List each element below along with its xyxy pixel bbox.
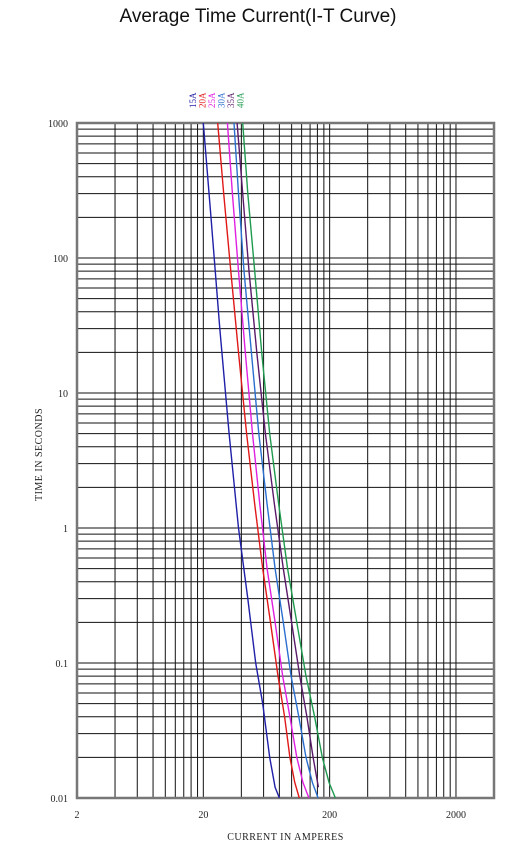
y-axis-label: TIME IN SECONDS — [34, 408, 45, 501]
series-label-25A: 25A — [207, 92, 217, 108]
series-label-35A: 35A — [226, 92, 236, 108]
series-line-25A — [226, 122, 310, 799]
series-label-40A: 40A — [236, 92, 246, 108]
y-tick-label: 10 — [58, 389, 68, 400]
y-tick-label: 1000 — [48, 119, 68, 130]
series-label-30A: 30A — [217, 92, 227, 108]
x-tick-label: 2 — [75, 810, 80, 821]
series-label-15A: 15A — [188, 92, 198, 108]
y-tick-label: 100 — [53, 254, 68, 265]
x-axis-label: CURRENT IN AMPERES — [227, 832, 344, 843]
series-label-20A: 20A — [198, 92, 208, 108]
series-line-40A — [242, 122, 337, 799]
series-labels: 15A 20A 25A 30A 35A 40A — [188, 92, 246, 108]
x-tick-label: 20 — [198, 810, 208, 821]
y-tick-label: 0.1 — [56, 659, 69, 670]
x-tick-label: 2000 — [446, 810, 466, 821]
y-tick-label: 1 — [63, 524, 68, 535]
series-line-35A — [236, 122, 320, 788]
x-tick-label: 200 — [322, 810, 337, 821]
series-line-15A — [202, 122, 281, 799]
series-group — [202, 122, 337, 799]
series-line-30A — [233, 122, 319, 799]
x-tick-labels: 2 20 200 2000 — [75, 810, 466, 821]
y-tick-label: 0.01 — [51, 794, 69, 805]
plot-frame — [75, 121, 496, 800]
grid-lines — [76, 122, 495, 799]
series-line-20A — [217, 122, 300, 799]
chart-title: Average Time Current(I-T Curve) — [119, 6, 397, 27]
y-tick-labels: 1000 100 10 1 0.1 0.01 — [48, 119, 68, 805]
